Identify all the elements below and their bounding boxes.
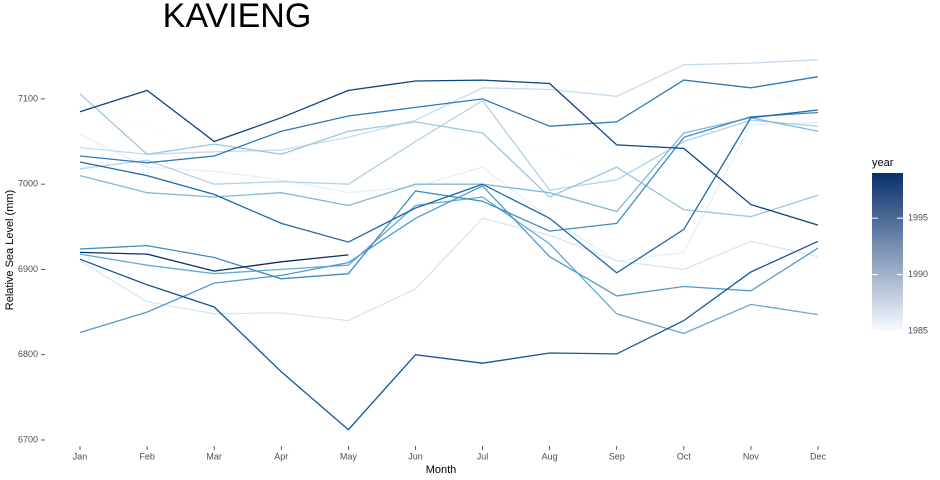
colorbar-tick-label: 1985 <box>908 325 928 335</box>
x-tick-label: Apr <box>274 451 288 461</box>
x-tick-label: Feb <box>139 451 155 461</box>
series-line <box>79 91 819 186</box>
series-line <box>79 185 819 334</box>
series-line <box>79 196 819 335</box>
series-line <box>79 109 819 274</box>
series-line <box>79 79 819 226</box>
y-tick-label: 6700 <box>18 434 38 444</box>
x-tick-label: Jul <box>477 451 489 461</box>
x-tick-label: Dec <box>810 451 827 461</box>
series-line <box>79 117 819 213</box>
x-tick-label: Oct <box>677 451 692 461</box>
colorbar <box>872 173 903 331</box>
y-axis-label: Relative Sea Level (mm) <box>4 190 16 310</box>
x-tick-label: May <box>340 451 358 461</box>
y-tick-label: 6800 <box>18 349 38 359</box>
series-line <box>79 59 819 155</box>
x-tick-label: Jun <box>408 451 423 461</box>
y-tick-label: 6900 <box>18 264 38 274</box>
x-tick-label: Jan <box>73 451 88 461</box>
series-line <box>79 76 819 164</box>
y-tick-label: 7000 <box>18 179 38 189</box>
series-line <box>79 240 819 431</box>
legend-title: year <box>872 157 894 169</box>
series-line <box>79 217 819 322</box>
x-tick-label: Sep <box>609 451 625 461</box>
x-tick-label: Mar <box>206 451 222 461</box>
series-line <box>79 99 819 191</box>
series-line <box>79 122 819 262</box>
x-tick-label: Nov <box>743 451 760 461</box>
series-line <box>79 251 349 272</box>
y-tick-label: 7100 <box>18 93 38 103</box>
colorbar-tick-label: 1995 <box>908 213 928 223</box>
chart-title: KAVIENG <box>163 0 312 35</box>
series-line <box>79 93 819 218</box>
x-axis-label: Month <box>426 464 457 476</box>
x-tick-label: Aug <box>542 451 558 461</box>
colorbar-tick-label: 1990 <box>908 269 928 279</box>
